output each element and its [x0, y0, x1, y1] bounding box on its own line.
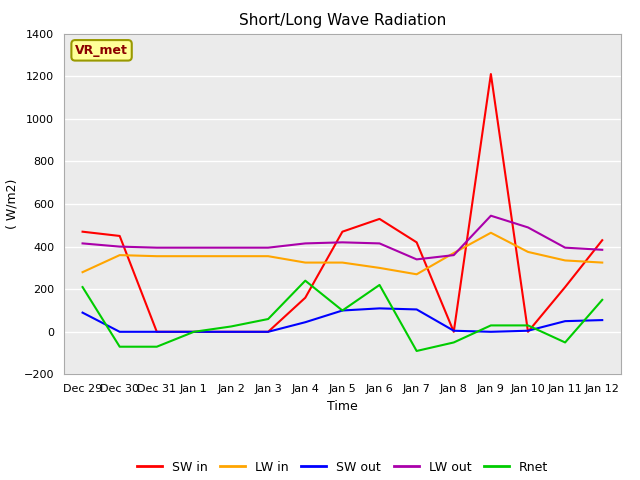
- Title: Short/Long Wave Radiation: Short/Long Wave Radiation: [239, 13, 446, 28]
- X-axis label: Time: Time: [327, 400, 358, 413]
- Y-axis label: ( W/m2): ( W/m2): [5, 179, 18, 229]
- Text: VR_met: VR_met: [75, 44, 128, 57]
- Legend: SW in, LW in, SW out, LW out, Rnet: SW in, LW in, SW out, LW out, Rnet: [132, 456, 553, 479]
